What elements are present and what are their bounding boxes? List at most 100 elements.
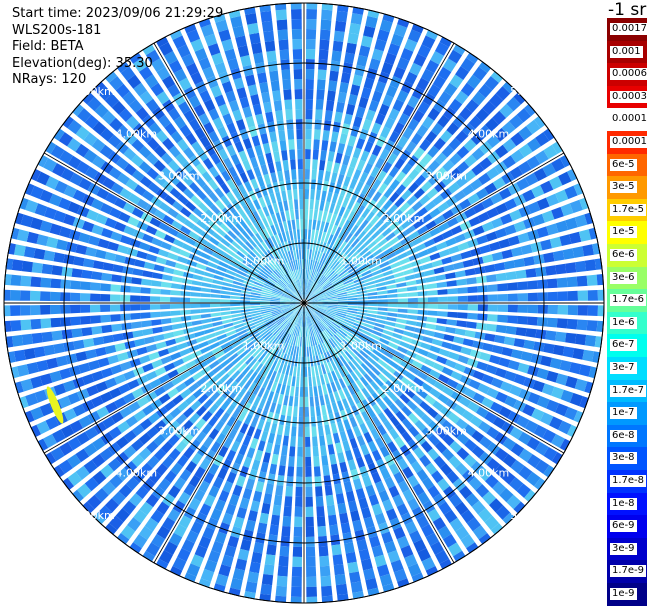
range-gate — [136, 396, 149, 408]
range-gate — [502, 437, 516, 451]
range-gate — [205, 386, 216, 397]
range-gate — [364, 254, 375, 263]
range-gate — [191, 452, 203, 465]
range-gate — [282, 252, 288, 263]
range-gate — [160, 296, 171, 302]
range-gate — [173, 116, 186, 129]
range-gate — [359, 171, 369, 184]
range-gate — [536, 279, 548, 289]
range-gate — [107, 354, 119, 365]
range-gate — [197, 202, 209, 213]
range-gate — [332, 432, 341, 444]
range-gate — [406, 247, 417, 256]
range-gate — [252, 103, 263, 116]
range-gate — [111, 491, 126, 506]
range-gate — [161, 181, 174, 193]
range-gate — [433, 266, 445, 275]
range-gate — [350, 371, 359, 382]
range-gate — [316, 293, 327, 298]
range-gate — [305, 326, 308, 337]
range-gate — [231, 370, 241, 380]
range-gate — [110, 411, 124, 424]
range-gate — [311, 314, 318, 323]
range-gate — [377, 400, 388, 411]
range-gate — [282, 374, 288, 385]
range-gate — [313, 209, 318, 220]
range-gate — [549, 176, 563, 190]
range-gate — [146, 455, 160, 469]
range-gate — [417, 348, 429, 357]
range-gate — [397, 458, 409, 471]
range-gate — [399, 257, 411, 265]
range-gate — [330, 172, 338, 183]
range-gate — [216, 369, 227, 379]
range-gate — [294, 306, 302, 314]
range-gate — [200, 214, 212, 225]
range-gate — [559, 360, 572, 372]
range-gate — [247, 327, 257, 335]
range-gate — [471, 430, 485, 443]
range-gate — [142, 190, 155, 202]
range-gate — [115, 157, 129, 170]
range-gate — [367, 303, 378, 307]
range-gate — [220, 299, 231, 303]
range-gate — [489, 241, 501, 252]
colorbar-tick-label: 3e-9 — [610, 542, 637, 555]
range-gate — [132, 268, 144, 276]
range-gate — [596, 274, 604, 286]
range-gate — [376, 207, 387, 218]
range-gate — [281, 321, 289, 330]
range-gate — [333, 204, 341, 215]
range-gate — [533, 167, 548, 182]
range-gate — [312, 314, 319, 323]
range-gate — [442, 434, 455, 447]
range-gate — [331, 544, 342, 556]
range-gate — [296, 466, 303, 477]
range-gate — [346, 263, 356, 271]
range-gate — [444, 509, 458, 524]
range-gate — [499, 488, 514, 503]
range-gate — [92, 260, 105, 270]
range-gate — [212, 321, 223, 327]
range-gate — [305, 169, 310, 180]
range-gate — [347, 396, 355, 407]
range-gate — [100, 464, 114, 479]
range-gate — [448, 245, 460, 255]
range-gate — [188, 230, 200, 241]
range-gate — [312, 355, 317, 367]
range-gate — [215, 161, 226, 174]
range-gate — [339, 133, 348, 145]
range-gate — [199, 135, 211, 148]
range-gate — [212, 380, 223, 390]
colorbar-tick-label: 0.001 — [610, 45, 643, 58]
range-gate — [337, 91, 347, 104]
range-gate — [304, 386, 309, 397]
range-gate — [247, 510, 258, 522]
range-gate — [333, 346, 342, 357]
range-gate — [125, 476, 140, 491]
range-gate — [336, 194, 344, 206]
range-gate — [211, 540, 224, 554]
range-gate — [530, 353, 543, 365]
range-gate — [469, 349, 482, 359]
range-gate — [364, 453, 374, 465]
range-gate — [442, 209, 454, 220]
range-gate — [250, 94, 260, 106]
range-gate — [586, 274, 598, 286]
range-gate — [60, 292, 71, 302]
range-gate — [526, 119, 541, 135]
range-gate — [101, 272, 113, 282]
range-gate — [407, 439, 419, 451]
range-gate — [307, 305, 315, 313]
range-gate — [459, 220, 472, 231]
field-label: Field: BETA — [12, 39, 84, 54]
range-gate — [551, 386, 564, 400]
range-gate — [464, 268, 476, 276]
range-gate — [194, 127, 206, 140]
range-gate — [385, 380, 396, 390]
range-gate — [267, 121, 276, 133]
range-gate — [427, 508, 441, 522]
range-gate — [437, 289, 448, 295]
range-gate — [407, 309, 418, 314]
range-gate — [145, 542, 160, 557]
